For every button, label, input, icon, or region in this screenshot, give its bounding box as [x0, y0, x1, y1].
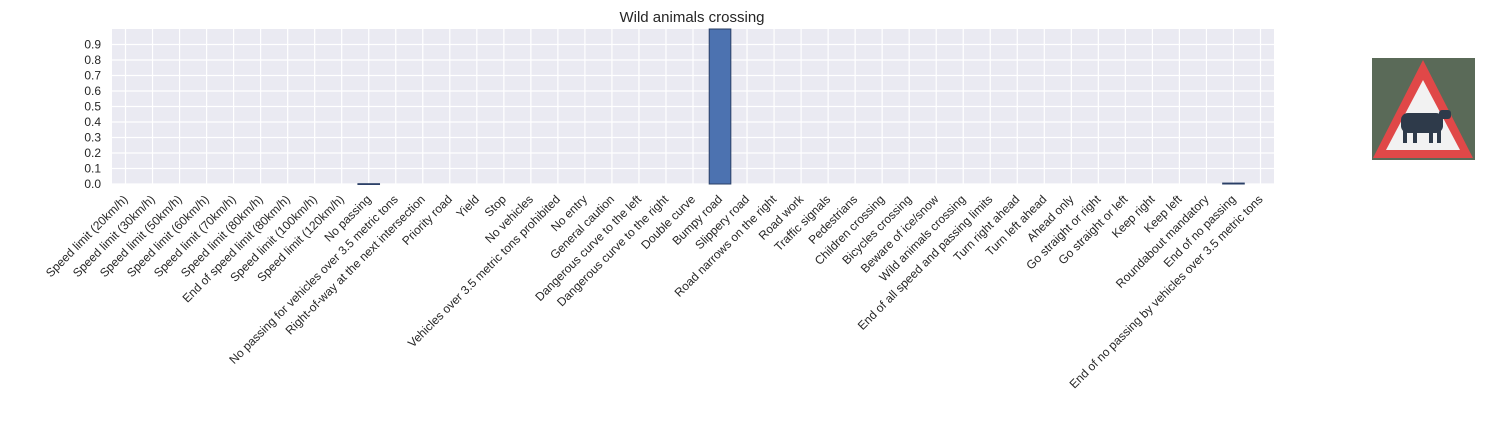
- y-tick-label: 0.5: [84, 100, 101, 114]
- bar: [708, 28, 732, 185]
- x-axis-ticks: Speed limit (20km/h)Speed limit (30km/h)…: [43, 192, 1266, 392]
- y-tick-label: 0.6: [84, 84, 101, 98]
- y-tick-label: 0.8: [84, 53, 101, 67]
- y-tick-label: 0.9: [84, 38, 101, 52]
- bar: [357, 183, 381, 185]
- y-tick-label: 0.7: [84, 69, 101, 83]
- y-axis-ticks: 0.00.1 0.20.3 0.40.5 0.60.7 0.80.9: [84, 38, 101, 192]
- bars: [357, 28, 1245, 185]
- wild-animals-crossing-sign-icon: [1372, 58, 1475, 160]
- y-tick-label: 0.3: [84, 131, 101, 145]
- y-tick-label: 0.4: [84, 115, 101, 129]
- y-tick-label: 0.0: [84, 177, 101, 191]
- y-tick-label: 0.1: [84, 162, 101, 176]
- gridlines: [112, 29, 1274, 185]
- y-tick-label: 0.2: [84, 146, 101, 160]
- bar: [1222, 182, 1245, 185]
- deer-silhouette-icon: [1401, 110, 1451, 143]
- chart-title: Wild animals crossing: [619, 9, 764, 26]
- x-tick-label: Yield: [453, 192, 481, 220]
